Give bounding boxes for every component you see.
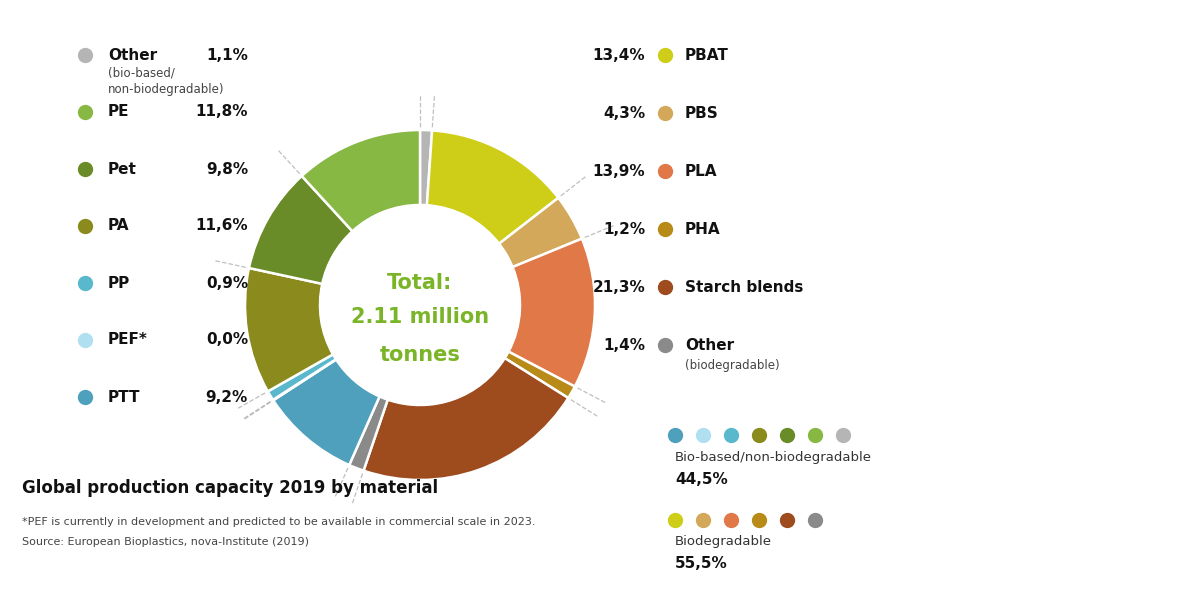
Text: 4,3%: 4,3%: [602, 106, 646, 121]
Text: Starch blends: Starch blends: [685, 280, 803, 295]
Text: 21,3%: 21,3%: [593, 280, 646, 295]
Text: 13,4%: 13,4%: [593, 47, 646, 62]
Text: Pet: Pet: [108, 161, 137, 176]
Text: 0,9%: 0,9%: [206, 275, 248, 290]
Text: 9,8%: 9,8%: [206, 161, 248, 176]
Text: PHA: PHA: [685, 221, 721, 236]
Wedge shape: [427, 130, 558, 244]
Text: PP: PP: [108, 275, 131, 290]
Text: PBAT: PBAT: [685, 47, 728, 62]
Text: Other: Other: [685, 337, 734, 352]
Wedge shape: [420, 130, 432, 205]
Wedge shape: [349, 397, 388, 470]
Text: Global production capacity 2019 by material: Global production capacity 2019 by mater…: [22, 479, 438, 497]
Text: 55,5%: 55,5%: [674, 557, 727, 571]
Wedge shape: [248, 176, 353, 284]
Text: PLA: PLA: [685, 163, 718, 179]
Text: *PEF is currently in development and predicted to be available in commercial sca: *PEF is currently in development and pre…: [22, 517, 535, 527]
Text: Source: European Bioplastics, nova-Institute (2019): Source: European Bioplastics, nova-Insti…: [22, 537, 310, 547]
Text: non-biodegradable): non-biodegradable): [108, 83, 224, 97]
Text: PA: PA: [108, 218, 130, 233]
Text: Other: Other: [108, 47, 157, 62]
Wedge shape: [268, 355, 336, 400]
Wedge shape: [364, 358, 569, 480]
Text: 11,6%: 11,6%: [196, 218, 248, 233]
Text: (bio-based/: (bio-based/: [108, 67, 175, 79]
Text: 13,9%: 13,9%: [593, 163, 646, 179]
Wedge shape: [509, 239, 595, 386]
Text: 44,5%: 44,5%: [674, 472, 727, 487]
Text: PBS: PBS: [685, 106, 719, 121]
Wedge shape: [499, 198, 582, 267]
Text: 11,8%: 11,8%: [196, 104, 248, 119]
Text: 1,4%: 1,4%: [604, 337, 646, 352]
Wedge shape: [245, 268, 334, 391]
Text: PE: PE: [108, 104, 130, 119]
Text: tonnes: tonnes: [379, 345, 461, 365]
Text: 1,2%: 1,2%: [602, 221, 646, 236]
Text: 0,0%: 0,0%: [206, 332, 248, 347]
Text: PEF*: PEF*: [108, 332, 148, 347]
Text: PTT: PTT: [108, 389, 140, 404]
Wedge shape: [274, 359, 379, 465]
Circle shape: [320, 205, 520, 405]
Text: 9,2%: 9,2%: [205, 389, 248, 404]
Wedge shape: [301, 130, 420, 231]
Text: 1,1%: 1,1%: [206, 47, 248, 62]
Text: Biodegradable: Biodegradable: [674, 535, 772, 548]
Text: Total:: Total:: [388, 273, 452, 293]
Wedge shape: [272, 359, 336, 400]
Text: 2.11 million: 2.11 million: [350, 307, 490, 327]
Wedge shape: [505, 352, 575, 398]
Text: Bio-based/non-biodegradable: Bio-based/non-biodegradable: [674, 451, 872, 463]
Text: (biodegradable): (biodegradable): [685, 358, 780, 371]
